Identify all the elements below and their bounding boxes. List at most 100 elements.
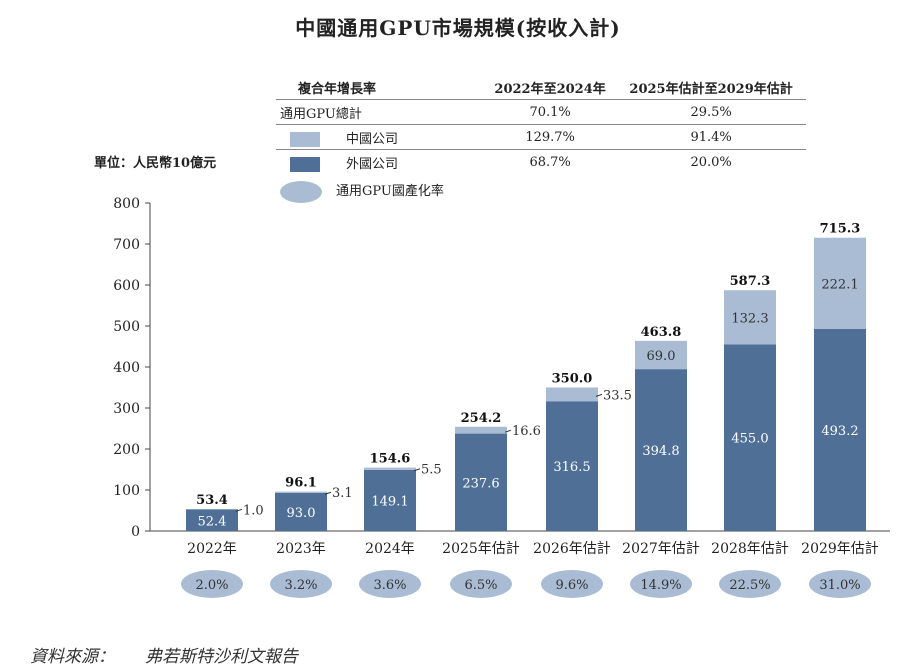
x-tick-label: 2025年估計	[442, 541, 520, 557]
y-tick-label: 400	[113, 360, 140, 376]
localization-rate-label: 2.0%	[195, 578, 228, 593]
bar-foreign	[546, 401, 598, 531]
label-foreign: 316.5	[553, 460, 590, 475]
cagr-row-domestic: 中國公司 129.7% 91.4%	[276, 124, 806, 150]
label-leader	[235, 508, 243, 512]
label-total: 715.3	[820, 222, 861, 237]
label-domestic: 3.1	[332, 486, 353, 501]
label-domestic: 132.3	[731, 311, 768, 326]
cagr-value: 91.4%	[616, 124, 806, 150]
bar-foreign	[814, 328, 866, 531]
legend-localization: 通用GPU國產化率	[280, 180, 444, 203]
y-tick-label: 300	[113, 401, 140, 417]
unit-label: 單位：人民幣10億元	[94, 156, 217, 171]
bar-foreign	[186, 509, 238, 531]
localization-ellipse	[719, 570, 781, 598]
label-total: 350.0	[552, 372, 593, 387]
label-leader	[324, 491, 332, 495]
legend-ellipse	[280, 180, 322, 203]
legend-swatch-foreign	[290, 156, 320, 172]
bar-domestic	[635, 340, 687, 370]
localization-rate-label: 14.9%	[640, 578, 681, 593]
bar-domestic	[364, 467, 416, 470]
label-foreign: 493.2	[821, 424, 858, 439]
cagr-value: 20.0%	[690, 154, 732, 170]
y-tick-label: 700	[113, 237, 140, 253]
label-leader	[504, 429, 512, 433]
bar-domestic	[455, 426, 507, 434]
y-tick-label: 500	[113, 319, 140, 335]
label-foreign: 52.4	[198, 514, 227, 529]
cagr-header: 複合年增長率	[276, 76, 484, 100]
x-tick-label: 2024年	[365, 541, 415, 557]
bar-foreign	[724, 344, 776, 531]
cagr-value: 129.7%	[484, 124, 617, 150]
x-tick-label: 2022年	[187, 541, 237, 557]
localization-ellipse	[541, 570, 603, 598]
label-total: 587.3	[730, 274, 771, 289]
cagr-value: 70.1%	[484, 99, 617, 125]
y-tick-label: 200	[113, 442, 140, 458]
cagr-value: 29.5%	[616, 99, 806, 125]
localization-rate-label: 9.6%	[555, 578, 588, 593]
label-total: 463.8	[641, 325, 682, 340]
source-value: 弗若斯特沙利文報告	[145, 647, 298, 667]
bar-domestic	[724, 290, 776, 345]
x-tick-label: 2023年	[276, 541, 326, 557]
label-foreign: 93.0	[287, 506, 316, 521]
cagr-row-label: 中國公司	[346, 131, 399, 147]
localization-ellipse	[450, 570, 512, 598]
x-tick-label: 2027年估計	[622, 541, 700, 557]
label-total: 154.6	[370, 452, 411, 467]
label-domestic: 69.0	[647, 349, 676, 364]
label-domestic: 1.0	[243, 503, 264, 518]
localization-ellipse	[809, 570, 871, 598]
localization-rate-label: 31.0%	[819, 578, 860, 593]
cagr-row-foreign: 外國公司 68.7% 20.0%	[276, 150, 806, 175]
localization-rate-label: 22.5%	[729, 578, 770, 593]
cagr-header: 2022年至2024年	[484, 76, 617, 100]
x-tick-label: 2029年估計	[801, 541, 879, 557]
localization-ellipse	[359, 570, 421, 598]
bar-foreign	[275, 492, 327, 531]
x-tick-label: 2028年估計	[711, 541, 789, 557]
y-tick-label: 0	[131, 524, 140, 540]
localization-ellipse	[630, 570, 692, 598]
x-tick-label: 2026年估計	[533, 541, 611, 557]
bar-domestic	[275, 491, 327, 493]
label-domestic: 222.1	[821, 277, 858, 292]
cagr-header: 2025年估計至2029年估計	[616, 76, 806, 100]
localization-ellipse	[270, 570, 332, 598]
label-foreign: 237.6	[462, 476, 499, 491]
source-label: 資料來源：	[30, 647, 115, 667]
label-foreign: 455.0	[731, 432, 768, 447]
cagr-table: 複合年增長率 2022年至2024年 2025年估計至2029年估計 通用GPU…	[276, 76, 806, 174]
cagr-row-label: 外國公司	[346, 156, 399, 172]
y-tick-label: 600	[113, 278, 140, 294]
localization-ellipse	[181, 570, 243, 598]
y-tick-label: 800	[113, 196, 140, 212]
legend-swatch-domestic	[290, 131, 320, 147]
legend-label: 通用GPU國產化率	[336, 184, 444, 199]
bar-domestic	[546, 387, 598, 402]
y-tick-label: 100	[113, 483, 140, 499]
bar-foreign	[364, 469, 416, 531]
label-total: 53.4	[196, 493, 228, 508]
cagr-value: 68.7%	[529, 154, 571, 170]
cagr-row-total: 通用GPU總計 70.1% 29.5%	[276, 99, 806, 125]
label-foreign: 149.1	[371, 494, 408, 509]
localization-rate-label: 3.2%	[284, 578, 317, 593]
localization-rate-label: 3.6%	[373, 578, 406, 593]
label-total: 96.1	[285, 476, 317, 491]
label-total: 254.2	[461, 411, 502, 426]
cagr-row-label: 通用GPU總計	[276, 99, 484, 125]
bar-foreign	[635, 369, 687, 531]
label-domestic: 5.5	[421, 463, 442, 478]
label-domestic: 33.5	[603, 388, 632, 403]
label-leader	[595, 393, 603, 397]
bar-foreign	[455, 433, 507, 531]
label-domestic: 16.6	[512, 424, 541, 439]
source-note: 資料來源： 弗若斯特沙利文報告	[30, 642, 328, 667]
label-foreign: 394.8	[642, 444, 679, 459]
